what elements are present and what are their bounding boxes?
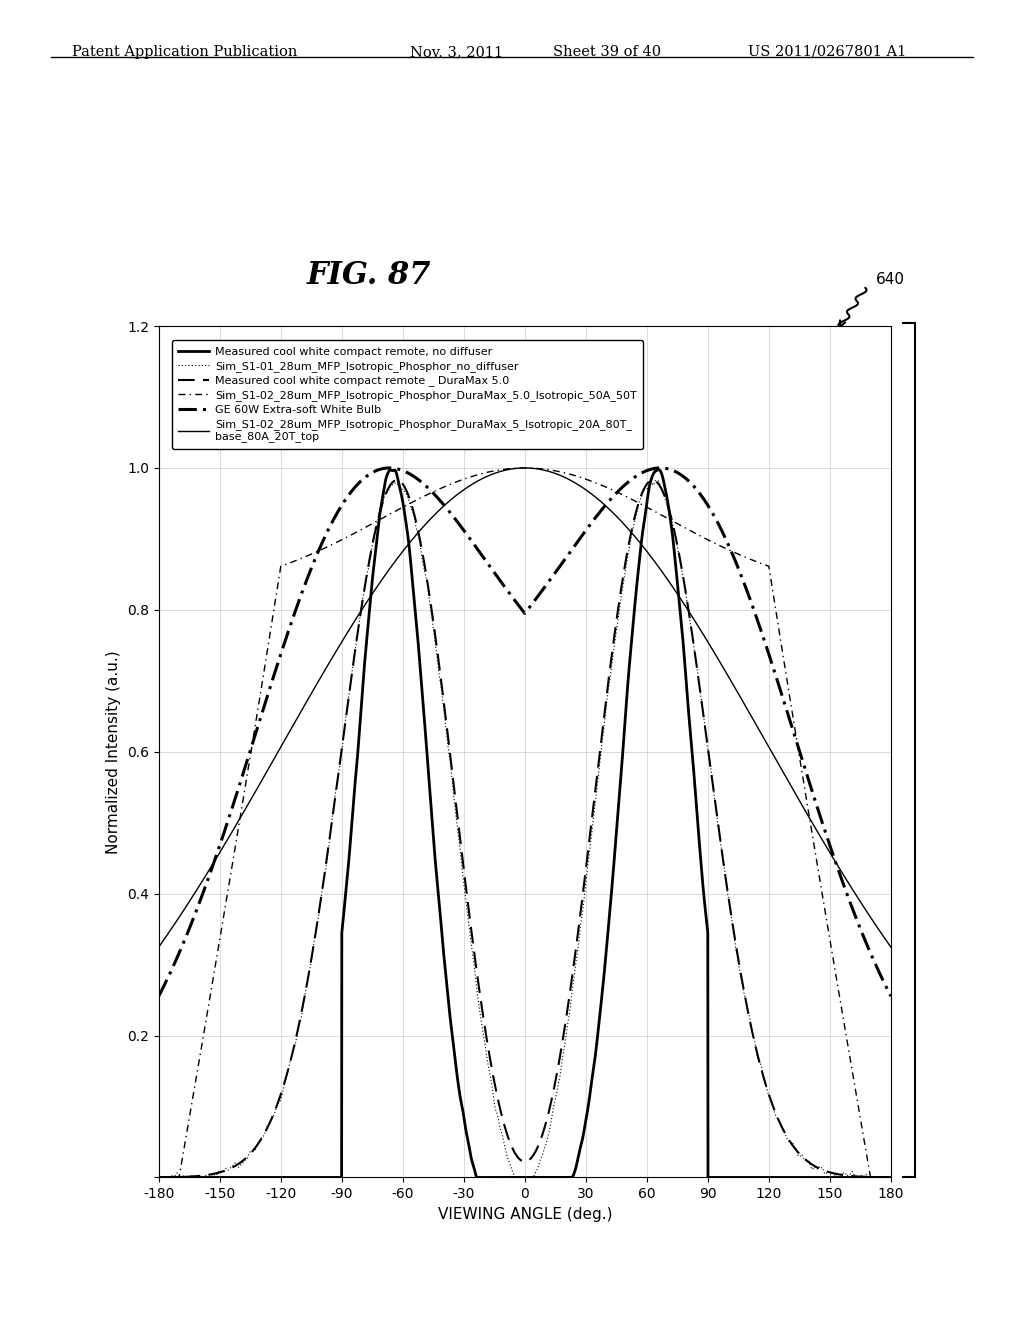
Text: 640: 640 xyxy=(876,272,904,286)
Text: Patent Application Publication: Patent Application Publication xyxy=(72,45,297,59)
Text: Nov. 3, 2011: Nov. 3, 2011 xyxy=(410,45,503,59)
Y-axis label: Normalized Intensity (a.u.): Normalized Intensity (a.u.) xyxy=(106,649,122,854)
X-axis label: VIEWING ANGLE (deg.): VIEWING ANGLE (deg.) xyxy=(437,1206,612,1222)
Text: US 2011/0267801 A1: US 2011/0267801 A1 xyxy=(748,45,906,59)
Text: FIG. 87: FIG. 87 xyxy=(307,260,432,290)
Legend: Measured cool white compact remote, no diffuser, Sim_S1-01_28um_MFP_Isotropic_Ph: Measured cool white compact remote, no d… xyxy=(172,341,643,449)
Text: Sheet 39 of 40: Sheet 39 of 40 xyxy=(553,45,662,59)
